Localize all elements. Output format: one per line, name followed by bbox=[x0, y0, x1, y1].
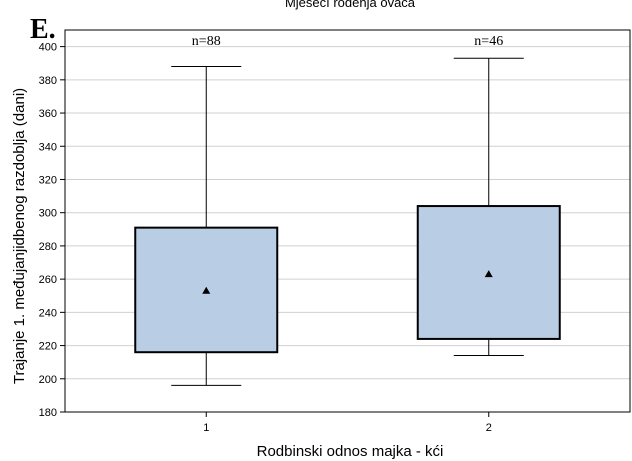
panel-label: E. bbox=[30, 14, 56, 45]
x-tick-label: 2 bbox=[486, 422, 492, 434]
y-tick-label: 240 bbox=[39, 307, 57, 319]
x-tick-label: 1 bbox=[203, 422, 209, 434]
mean-marker bbox=[202, 286, 211, 294]
x-axis-label: Rodbinski odnos majka - kći bbox=[257, 443, 444, 460]
y-tick-label: 360 bbox=[39, 108, 57, 120]
y-tick-label: 180 bbox=[39, 407, 57, 419]
n-label: n=88 bbox=[192, 34, 221, 49]
box-group: n=46 2 bbox=[416, 34, 561, 434]
y-tick-label: 400 bbox=[39, 42, 57, 54]
chart-title: Mjesečí rođenja ovaca bbox=[285, 0, 416, 10]
y-tick-label: 200 bbox=[39, 374, 57, 386]
boxes: n=88 1 n=46 2 bbox=[134, 34, 561, 434]
y-tick-label: 320 bbox=[39, 174, 57, 186]
plot-frame bbox=[64, 29, 631, 413]
y-axis-label: Trajanje 1. međujanjidbenog razdoblja (d… bbox=[11, 88, 28, 384]
y-tick-label: 280 bbox=[39, 241, 57, 253]
y-tick-label: 220 bbox=[39, 341, 57, 353]
y-tick-label: 380 bbox=[39, 75, 57, 87]
y-tick-label: 340 bbox=[39, 141, 57, 153]
n-label: n=46 bbox=[474, 34, 503, 49]
y-tick-label: 300 bbox=[39, 208, 57, 220]
y-tick-label: 260 bbox=[39, 274, 57, 286]
y-axis-ticks: 180 200 220 240 260 280 300 320 340 360 380 400 bbox=[39, 42, 65, 419]
box-group: n=88 1 bbox=[134, 34, 279, 434]
mean-marker bbox=[484, 270, 493, 278]
